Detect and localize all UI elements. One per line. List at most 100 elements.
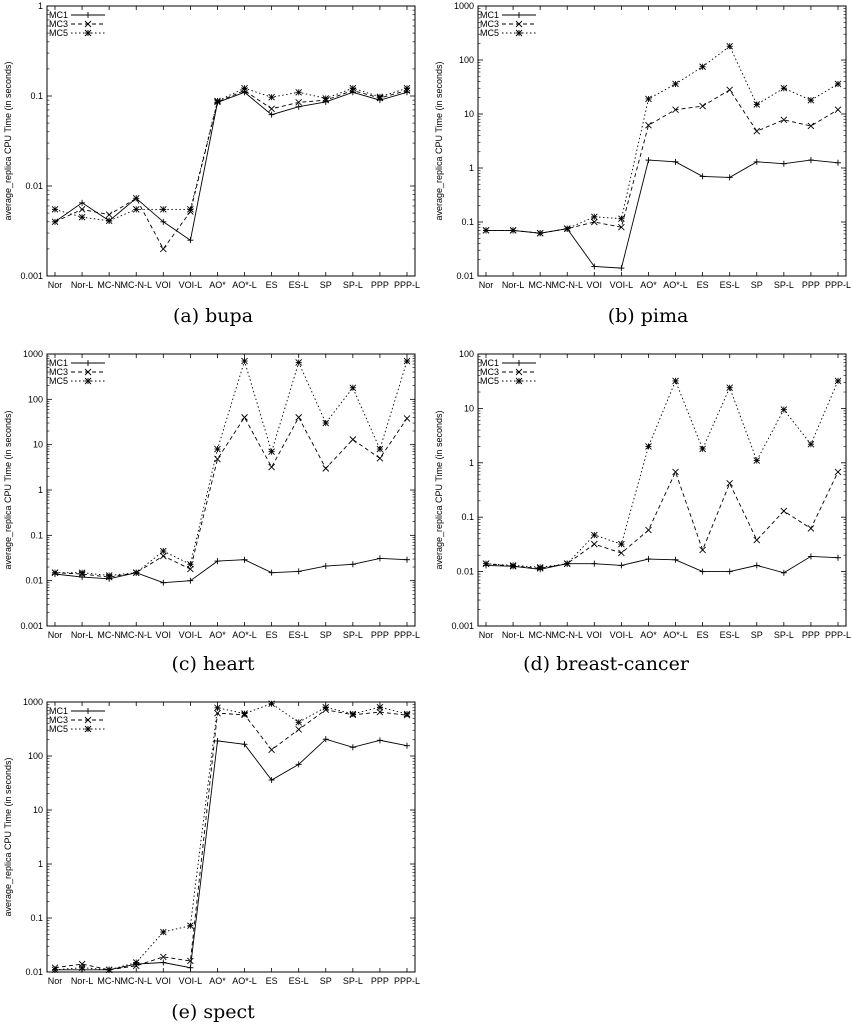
data-point-mc5 <box>51 206 59 213</box>
series-line-mc5 <box>55 359 408 576</box>
data-point-mc5 <box>105 572 113 579</box>
x-tick-label: MC-N-L <box>551 280 583 290</box>
series-line-mc1 <box>486 159 839 269</box>
chart-panel-4: 0.001 0.01 0.1 1 10 100 Nor Nor-L MC-N MC-N-L VOI V… <box>434 349 851 675</box>
data-point-mc3 <box>322 465 330 472</box>
data-point-mc5 <box>618 540 625 548</box>
data-point-mc5 <box>295 359 303 366</box>
data-point-mc3 <box>618 549 625 557</box>
data-point-mc3 <box>645 121 652 129</box>
data-point-mc5 <box>159 547 167 555</box>
data-point-mc5 <box>645 443 652 450</box>
data-point-mc5 <box>187 560 194 568</box>
y-tick-label: 1 <box>38 1 43 11</box>
data-point-mc3 <box>376 454 384 462</box>
data-point-mc1 <box>349 744 356 751</box>
x-tick-label: Nor-L <box>71 630 94 640</box>
x-tick-label: MC-N <box>97 630 121 640</box>
data-point-mc1 <box>295 103 302 110</box>
x-tick-label: AO* <box>640 280 657 290</box>
x-tick-label: VOI <box>587 280 603 290</box>
x-tick-label: Nor <box>48 280 63 290</box>
data-point-mc5 <box>105 217 113 225</box>
legend-label-mc5: MC5 <box>480 28 499 38</box>
data-point-mc5 <box>322 419 330 427</box>
y-tick-label: 0.01 <box>456 271 474 281</box>
x-tick-label: PPP <box>371 976 389 986</box>
y-tick-label: 0.1 <box>30 91 43 101</box>
x-tick-label: MC-N <box>97 976 121 986</box>
data-point-mc5 <box>536 229 544 237</box>
data-point-mc1 <box>349 561 356 568</box>
data-point-mc1 <box>241 741 248 748</box>
data-point-mc5 <box>807 96 815 104</box>
x-tick-label: MC-N <box>528 280 552 290</box>
x-tick-label: SP <box>320 630 332 640</box>
legend-label-mc5: MC5 <box>480 376 499 386</box>
x-tick-label: Nor-L <box>71 976 94 986</box>
plot-frame <box>477 353 847 627</box>
chart-caption: (a) bupa <box>173 305 253 327</box>
data-point-mc1 <box>404 742 410 749</box>
y-tick-label: 1000 <box>454 1 474 11</box>
data-point-mc1 <box>268 776 275 783</box>
data-point-mc1 <box>268 111 275 118</box>
x-tick-label: SP <box>751 280 763 290</box>
x-tick-label: AO* <box>209 976 226 986</box>
data-point-mc3 <box>376 708 384 716</box>
data-point-mc3 <box>590 218 598 226</box>
data-point-mc5 <box>295 719 303 726</box>
x-tick-label: SP-L <box>343 630 363 640</box>
x-tick-label: SP-L <box>774 280 794 290</box>
data-point-mc5 <box>536 563 544 571</box>
data-point-mc3 <box>241 414 248 421</box>
data-point-mc1 <box>160 579 167 586</box>
x-tick-label: PPP <box>802 630 820 640</box>
data-point-mc3 <box>159 245 167 253</box>
data-point-mc3 <box>105 211 113 219</box>
data-point-mc5 <box>753 101 761 108</box>
series-line-mc5 <box>54 87 408 222</box>
x-tick-label: MC-N-L <box>120 976 152 986</box>
x-tick-label: AO*-L <box>232 280 257 290</box>
data-point-mc5 <box>672 80 679 88</box>
data-point-mc3 <box>699 102 706 110</box>
x-tick-label: Nor-L <box>71 280 94 290</box>
data-point-mc5 <box>699 63 706 71</box>
data-point-mc1 <box>376 737 383 744</box>
x-tick-label: PPP-L <box>394 280 420 290</box>
y-tick-label: 0.01 <box>25 576 43 586</box>
legend-label-mc1: MC1 <box>49 706 68 716</box>
chart-panel-5: 0.01 0.1 1 10 100 1000 Nor Nor-L MC-N MC-N-L VOI VO… <box>3 697 420 1023</box>
data-point-mc3 <box>753 536 761 544</box>
x-tick-label: VOI <box>156 630 172 640</box>
x-tick-label: PPP-L <box>825 280 851 290</box>
data-point-mc5 <box>482 227 490 234</box>
y-axis-label: average_replica CPU Time (in seconds) <box>3 410 13 569</box>
data-point-mc1 <box>322 736 329 743</box>
legend-marker-mc5 <box>84 725 92 733</box>
series-line-mc1 <box>485 555 839 574</box>
data-point-mc3 <box>645 526 652 534</box>
data-point-mc3 <box>780 507 788 515</box>
x-tick-label: ES <box>266 976 278 986</box>
data-point-mc1 <box>726 568 733 575</box>
data-point-mc5 <box>563 560 571 567</box>
x-tick-label: ES-L <box>289 630 309 640</box>
data-point-mc1 <box>835 159 841 166</box>
data-point-mc1 <box>618 265 625 272</box>
x-tick-label: PPP-L <box>394 630 420 640</box>
y-tick-label: 1 <box>469 458 474 468</box>
data-point-mc5 <box>376 703 384 711</box>
x-tick-label: AO* <box>209 630 226 640</box>
data-point-mc3 <box>132 194 140 202</box>
series-line-mc5 <box>486 45 839 234</box>
data-point-mc3 <box>268 463 275 471</box>
chart-caption: (b) pima <box>608 305 689 327</box>
data-point-mc5 <box>726 384 734 392</box>
data-point-mc3 <box>834 106 842 114</box>
plot-frame <box>46 5 416 277</box>
x-tick-label: ES <box>697 280 709 290</box>
legend-marker-mc3 <box>84 20 92 28</box>
